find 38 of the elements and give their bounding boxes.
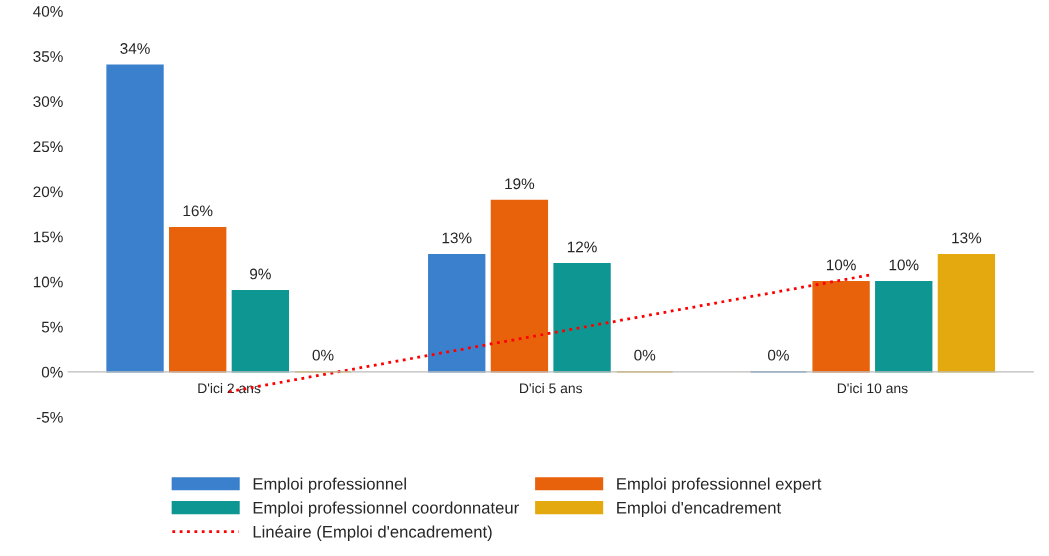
- y-tick-label: 15%: [33, 231, 63, 243]
- x-tick-label: D'ici 10 ans: [837, 383, 908, 394]
- data-label: 0%: [767, 349, 789, 361]
- bar: [875, 281, 933, 373]
- legend-label: Emploi professionnel coordonnateur: [253, 501, 519, 517]
- bar: [553, 262, 611, 373]
- legend-label: Emploi d'encadrement: [617, 501, 782, 517]
- y-tick-label: 20%: [33, 186, 63, 198]
- bar: [937, 253, 996, 373]
- y-tick-label: 5%: [41, 321, 63, 333]
- data-label: 19%: [505, 178, 535, 190]
- legend-label: Emploi professionnel expert: [617, 477, 822, 494]
- bar: [106, 64, 164, 373]
- legend-label: Linéaire (Emploi d'encadrement): [253, 525, 492, 541]
- x-tick-label: D'ici 5 ans: [520, 383, 583, 394]
- data-label: 10%: [826, 259, 856, 271]
- data-label: 13%: [442, 232, 472, 244]
- bar: [169, 226, 227, 373]
- bar: [812, 281, 870, 373]
- y-tick-label: 35%: [33, 51, 63, 62]
- data-label: 16%: [183, 205, 213, 217]
- data-label: 34%: [120, 43, 150, 54]
- y-tick-label: 25%: [33, 141, 63, 153]
- legend-label: Emploi professionnel: [253, 477, 406, 494]
- y-tick-label: 30%: [33, 96, 63, 107]
- bar: [231, 290, 290, 373]
- data-label: 9%: [250, 268, 271, 280]
- bar: [490, 199, 549, 373]
- y-tick-label: 40%: [33, 5, 63, 17]
- y-tick-label: 0%: [41, 366, 63, 378]
- data-label: 0%: [312, 349, 334, 361]
- data-label: 13%: [952, 232, 982, 244]
- bar: [428, 253, 486, 373]
- data-label: 0%: [634, 349, 656, 361]
- data-label: 12%: [567, 241, 597, 253]
- y-tick-label: -5%: [36, 411, 63, 423]
- data-label: 10%: [889, 259, 919, 271]
- y-tick-label: 10%: [33, 276, 63, 288]
